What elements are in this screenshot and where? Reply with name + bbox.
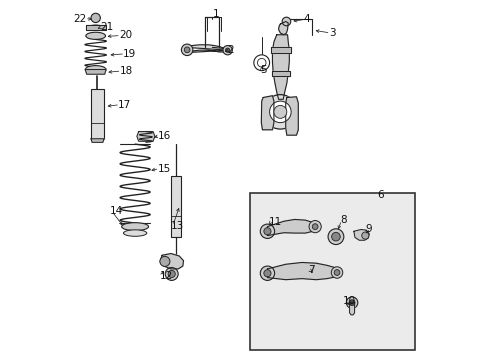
Polygon shape [267, 220, 316, 235]
Circle shape [282, 17, 290, 26]
Ellipse shape [85, 66, 106, 73]
Circle shape [264, 270, 270, 277]
Text: 12: 12 [159, 271, 172, 281]
Text: 7: 7 [308, 265, 314, 275]
Ellipse shape [88, 25, 102, 30]
Polygon shape [85, 69, 106, 74]
Text: 11: 11 [268, 217, 282, 227]
Polygon shape [353, 229, 368, 240]
Polygon shape [91, 139, 104, 142]
Text: 6: 6 [376, 190, 383, 200]
Circle shape [165, 267, 178, 280]
Ellipse shape [85, 32, 105, 40]
Text: 19: 19 [123, 49, 136, 59]
Text: 20: 20 [119, 31, 132, 40]
Text: 2: 2 [227, 45, 233, 55]
Polygon shape [349, 303, 354, 315]
Polygon shape [272, 35, 289, 99]
Polygon shape [285, 97, 298, 135]
Text: 18: 18 [120, 66, 133, 76]
Text: 4: 4 [303, 14, 310, 24]
Circle shape [348, 300, 354, 306]
Circle shape [257, 58, 265, 67]
Text: 9: 9 [365, 225, 371, 234]
Circle shape [160, 256, 169, 266]
Bar [171, 176, 181, 237]
Polygon shape [271, 47, 290, 53]
Polygon shape [278, 22, 287, 35]
Circle shape [331, 232, 340, 241]
Circle shape [223, 45, 232, 55]
Circle shape [91, 13, 100, 23]
Circle shape [253, 55, 269, 71]
Text: 10: 10 [342, 296, 355, 306]
Polygon shape [185, 45, 228, 53]
Text: 22: 22 [73, 14, 86, 24]
Circle shape [361, 232, 368, 239]
Polygon shape [261, 96, 273, 130]
Circle shape [269, 101, 290, 123]
Text: 13: 13 [171, 221, 184, 231]
Circle shape [346, 297, 357, 309]
Polygon shape [272, 71, 290, 76]
Circle shape [263, 95, 297, 129]
FancyBboxPatch shape [249, 193, 414, 350]
Circle shape [260, 266, 274, 280]
Ellipse shape [122, 223, 148, 230]
Text: 8: 8 [339, 215, 346, 225]
Circle shape [260, 224, 274, 238]
Ellipse shape [123, 230, 146, 236]
Circle shape [333, 270, 339, 275]
Circle shape [184, 47, 190, 53]
Text: 15: 15 [158, 163, 171, 174]
Text: 5: 5 [260, 65, 266, 75]
Text: 3: 3 [328, 28, 335, 38]
Circle shape [264, 228, 270, 235]
Polygon shape [137, 132, 155, 141]
Circle shape [168, 270, 175, 278]
Circle shape [225, 48, 229, 52]
Circle shape [273, 105, 286, 118]
Text: 21: 21 [100, 22, 113, 32]
Text: 16: 16 [158, 131, 171, 141]
Circle shape [312, 224, 317, 229]
Polygon shape [85, 25, 105, 30]
Circle shape [330, 267, 342, 278]
Circle shape [308, 221, 321, 233]
Polygon shape [160, 253, 183, 269]
Bar [91, 89, 104, 139]
Polygon shape [267, 262, 339, 280]
Text: 14: 14 [110, 206, 123, 216]
Circle shape [181, 44, 192, 55]
Circle shape [327, 229, 343, 244]
Text: 17: 17 [118, 100, 131, 110]
Text: 1: 1 [212, 9, 219, 19]
